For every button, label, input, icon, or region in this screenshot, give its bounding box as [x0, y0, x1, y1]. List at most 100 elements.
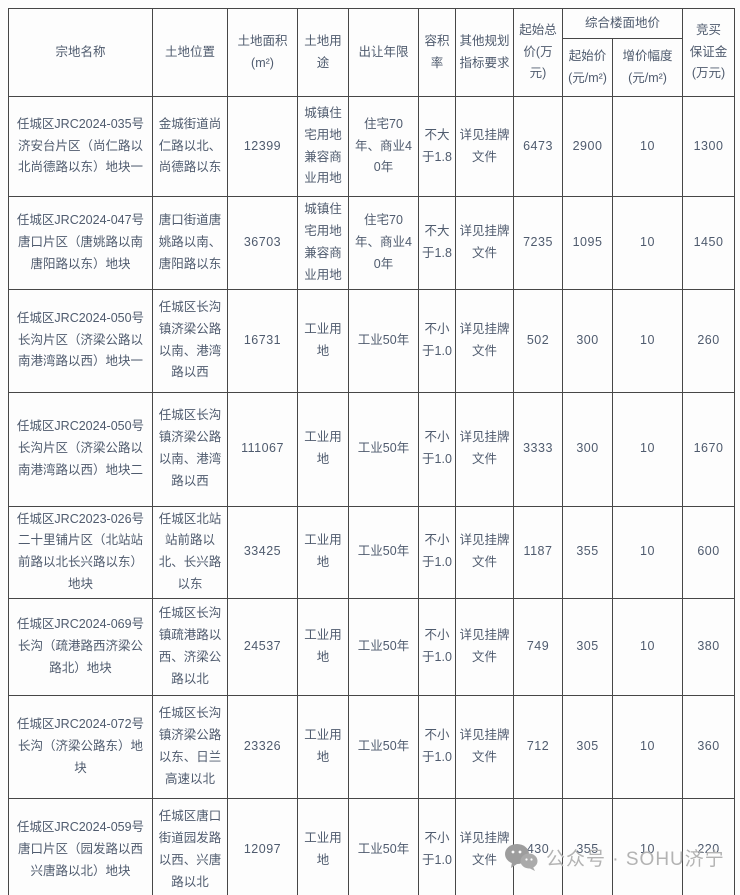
col-header-deposit: 竞买 保证金 (万元) — [682, 8, 736, 97]
cell-start: 300 — [562, 391, 613, 507]
cell-increment: 10 — [611, 505, 684, 599]
cell-location: 任城区长沟镇济梁公路以南、港湾路以西 — [152, 288, 228, 393]
table-row: 任城区JRC2024-072号长沟（济梁公路东）地块 任城区长沟镇济梁公路以东、日… — [8, 695, 736, 799]
cell-area: 16731 — [227, 288, 298, 393]
col-header-start-price: 起始价 (元/m²) — [562, 38, 613, 97]
cell-area: 24537 — [227, 598, 298, 696]
table-body: 任城区JRC2024-035号济安台片区（尚仁路以北尚德路以东）地块一 金城街道尚… — [8, 96, 736, 895]
col-header-floor-price-group: 综合楼面地价 — [561, 8, 684, 39]
cell-far: 不小于1.0 — [418, 598, 456, 696]
cell-deposit: 1450 — [682, 196, 736, 290]
cell-other: 详见挂牌文件 — [455, 505, 514, 599]
col-header-other-requirements: 其他规划 指标要求 — [455, 8, 514, 97]
cell-total: 7235 — [513, 196, 563, 290]
cell-use: 工业用地 — [297, 288, 349, 393]
cell-use: 城镇住宅用地兼容商业用地 — [297, 196, 349, 290]
cell-start: 2900 — [562, 96, 613, 197]
table-row: 任城区JRC2024-050号长沟片区（济梁公路以南港湾路以西）地块一 任城区长沟… — [8, 288, 736, 393]
cell-name: 任城区JRC2024-047号唐口片区（唐姚路以南唐阳路以东）地块 — [8, 196, 153, 290]
cell-location: 唐口街道唐姚路以南、唐阳路以东 — [152, 196, 228, 290]
cell-total: 502 — [513, 288, 563, 393]
cell-increment: 10 — [611, 96, 684, 197]
cell-increment: 10 — [611, 196, 684, 290]
col-header-term: 出让年限 — [348, 8, 419, 97]
cell-start: 300 — [562, 288, 613, 393]
cell-use: 工业用地 — [297, 695, 349, 799]
cell-name: 任城区JRC2024-069号长沟（疏港路西济梁公路北）地块 — [8, 598, 153, 696]
cell-total: 749 — [513, 598, 563, 696]
cell-name: 任城区JRC2024-050号长沟片区（济梁公路以南港湾路以西）地块二 — [8, 391, 153, 507]
cell-start: 355 — [562, 798, 613, 895]
cell-start: 305 — [562, 598, 613, 696]
cell-location: 任城区长沟镇济梁公路以南、港湾路以西 — [152, 391, 228, 507]
col-header-use: 土地用途 — [297, 8, 349, 97]
cell-deposit: 1300 — [682, 96, 736, 197]
cell-other: 详见挂牌文件 — [455, 798, 514, 895]
cell-increment: 10 — [611, 598, 684, 696]
cell-location: 金城街道尚仁路以北、尚德路以东 — [152, 96, 228, 197]
cell-term: 工业50年 — [348, 798, 419, 895]
cell-use: 城镇住宅用地兼容商业用地 — [297, 96, 349, 197]
cell-start: 1095 — [562, 196, 613, 290]
cell-far: 不小于1.0 — [418, 288, 456, 393]
cell-other: 详见挂牌文件 — [455, 598, 514, 696]
cell-deposit: 220 — [682, 798, 736, 895]
cell-area: 111067 — [227, 391, 298, 507]
cell-far: 不大于1.8 — [418, 96, 456, 197]
cell-term: 工业50年 — [348, 505, 419, 599]
cell-far: 不小于1.0 — [418, 798, 456, 895]
cell-name: 任城区JRC2024-035号济安台片区（尚仁路以北尚德路以东）地块一 — [8, 96, 153, 197]
cell-term: 工业50年 — [348, 288, 419, 393]
cell-total: 1187 — [513, 505, 563, 599]
cell-other: 详见挂牌文件 — [455, 196, 514, 290]
cell-start: 355 — [562, 505, 613, 599]
cell-location: 任城区北站站前路以北、长兴路以东 — [152, 505, 228, 599]
cell-name: 任城区JRC2023-026号二十里铺片区（北站站前路以北长兴路以东）地块 — [8, 505, 153, 599]
cell-use: 工业用地 — [297, 598, 349, 696]
cell-far: 不小于1.0 — [418, 505, 456, 599]
cell-area: 12097 — [227, 798, 298, 895]
cell-increment: 10 — [611, 288, 684, 393]
cell-location: 任城区长沟镇疏港路以西、济梁公路以北 — [152, 598, 228, 696]
cell-total: 430 — [513, 798, 563, 895]
cell-total: 3333 — [513, 391, 563, 507]
cell-name: 任城区JRC2024-072号长沟（济梁公路东）地块 — [8, 695, 153, 799]
table-row: 任城区JRC2023-026号二十里铺片区（北站站前路以北长兴路以东）地块 任城区… — [8, 505, 736, 599]
cell-start: 305 — [562, 695, 613, 799]
table-row: 任城区JRC2024-035号济安台片区（尚仁路以北尚德路以东）地块一 金城街道尚… — [8, 96, 736, 197]
cell-other: 详见挂牌文件 — [455, 695, 514, 799]
cell-other: 详见挂牌文件 — [455, 96, 514, 197]
col-header-location: 土地位置 — [152, 8, 228, 97]
cell-total: 6473 — [513, 96, 563, 197]
cell-area: 23326 — [227, 695, 298, 799]
cell-deposit: 600 — [682, 505, 736, 599]
cell-total: 712 — [513, 695, 563, 799]
cell-other: 详见挂牌文件 — [455, 391, 514, 507]
table-row: 任城区JRC2024-050号长沟片区（济梁公路以南港湾路以西）地块二 任城区长沟… — [8, 391, 736, 507]
table-row: 任城区JRC2024-059号唐口片区（园发路以西兴唐路以北）地块 任城区唐口街道… — [8, 798, 736, 895]
col-header-total-start-price: 起始总 价(万元) — [513, 8, 563, 97]
cell-far: 不大于1.8 — [418, 196, 456, 290]
cell-deposit: 380 — [682, 598, 736, 696]
table-row: 任城区JRC2024-047号唐口片区（唐姚路以南唐阳路以东）地块 唐口街道唐姚路… — [8, 196, 736, 290]
cell-location: 任城区唐口街道园发路以西、兴唐路以北 — [152, 798, 228, 895]
cell-deposit: 260 — [682, 288, 736, 393]
cell-increment: 10 — [611, 695, 684, 799]
table-header: 宗地名称 土地位置 土地面积 (m²) 土地用途 出让年限 容积 率 其他规划 … — [8, 8, 736, 97]
col-header-far: 容积 率 — [418, 8, 456, 97]
cell-use: 工业用地 — [297, 505, 349, 599]
col-header-area: 土地面积 (m²) — [227, 8, 298, 97]
cell-term: 工业50年 — [348, 598, 419, 696]
cell-term: 工业50年 — [348, 695, 419, 799]
cell-other: 详见挂牌文件 — [455, 288, 514, 393]
cell-far: 不小于1.0 — [418, 695, 456, 799]
cell-area: 36703 — [227, 196, 298, 290]
cell-term: 住宅70年、商业40年 — [348, 96, 419, 197]
cell-name: 任城区JRC2024-050号长沟片区（济梁公路以南港湾路以西）地块一 — [8, 288, 153, 393]
col-header-increment: 增价幅度 (元/m²) — [611, 38, 684, 97]
cell-deposit: 1670 — [682, 391, 736, 507]
cell-name: 任城区JRC2024-059号唐口片区（园发路以西兴唐路以北）地块 — [8, 798, 153, 895]
col-header-parcel-name: 宗地名称 — [8, 8, 153, 97]
cell-area: 33425 — [227, 505, 298, 599]
